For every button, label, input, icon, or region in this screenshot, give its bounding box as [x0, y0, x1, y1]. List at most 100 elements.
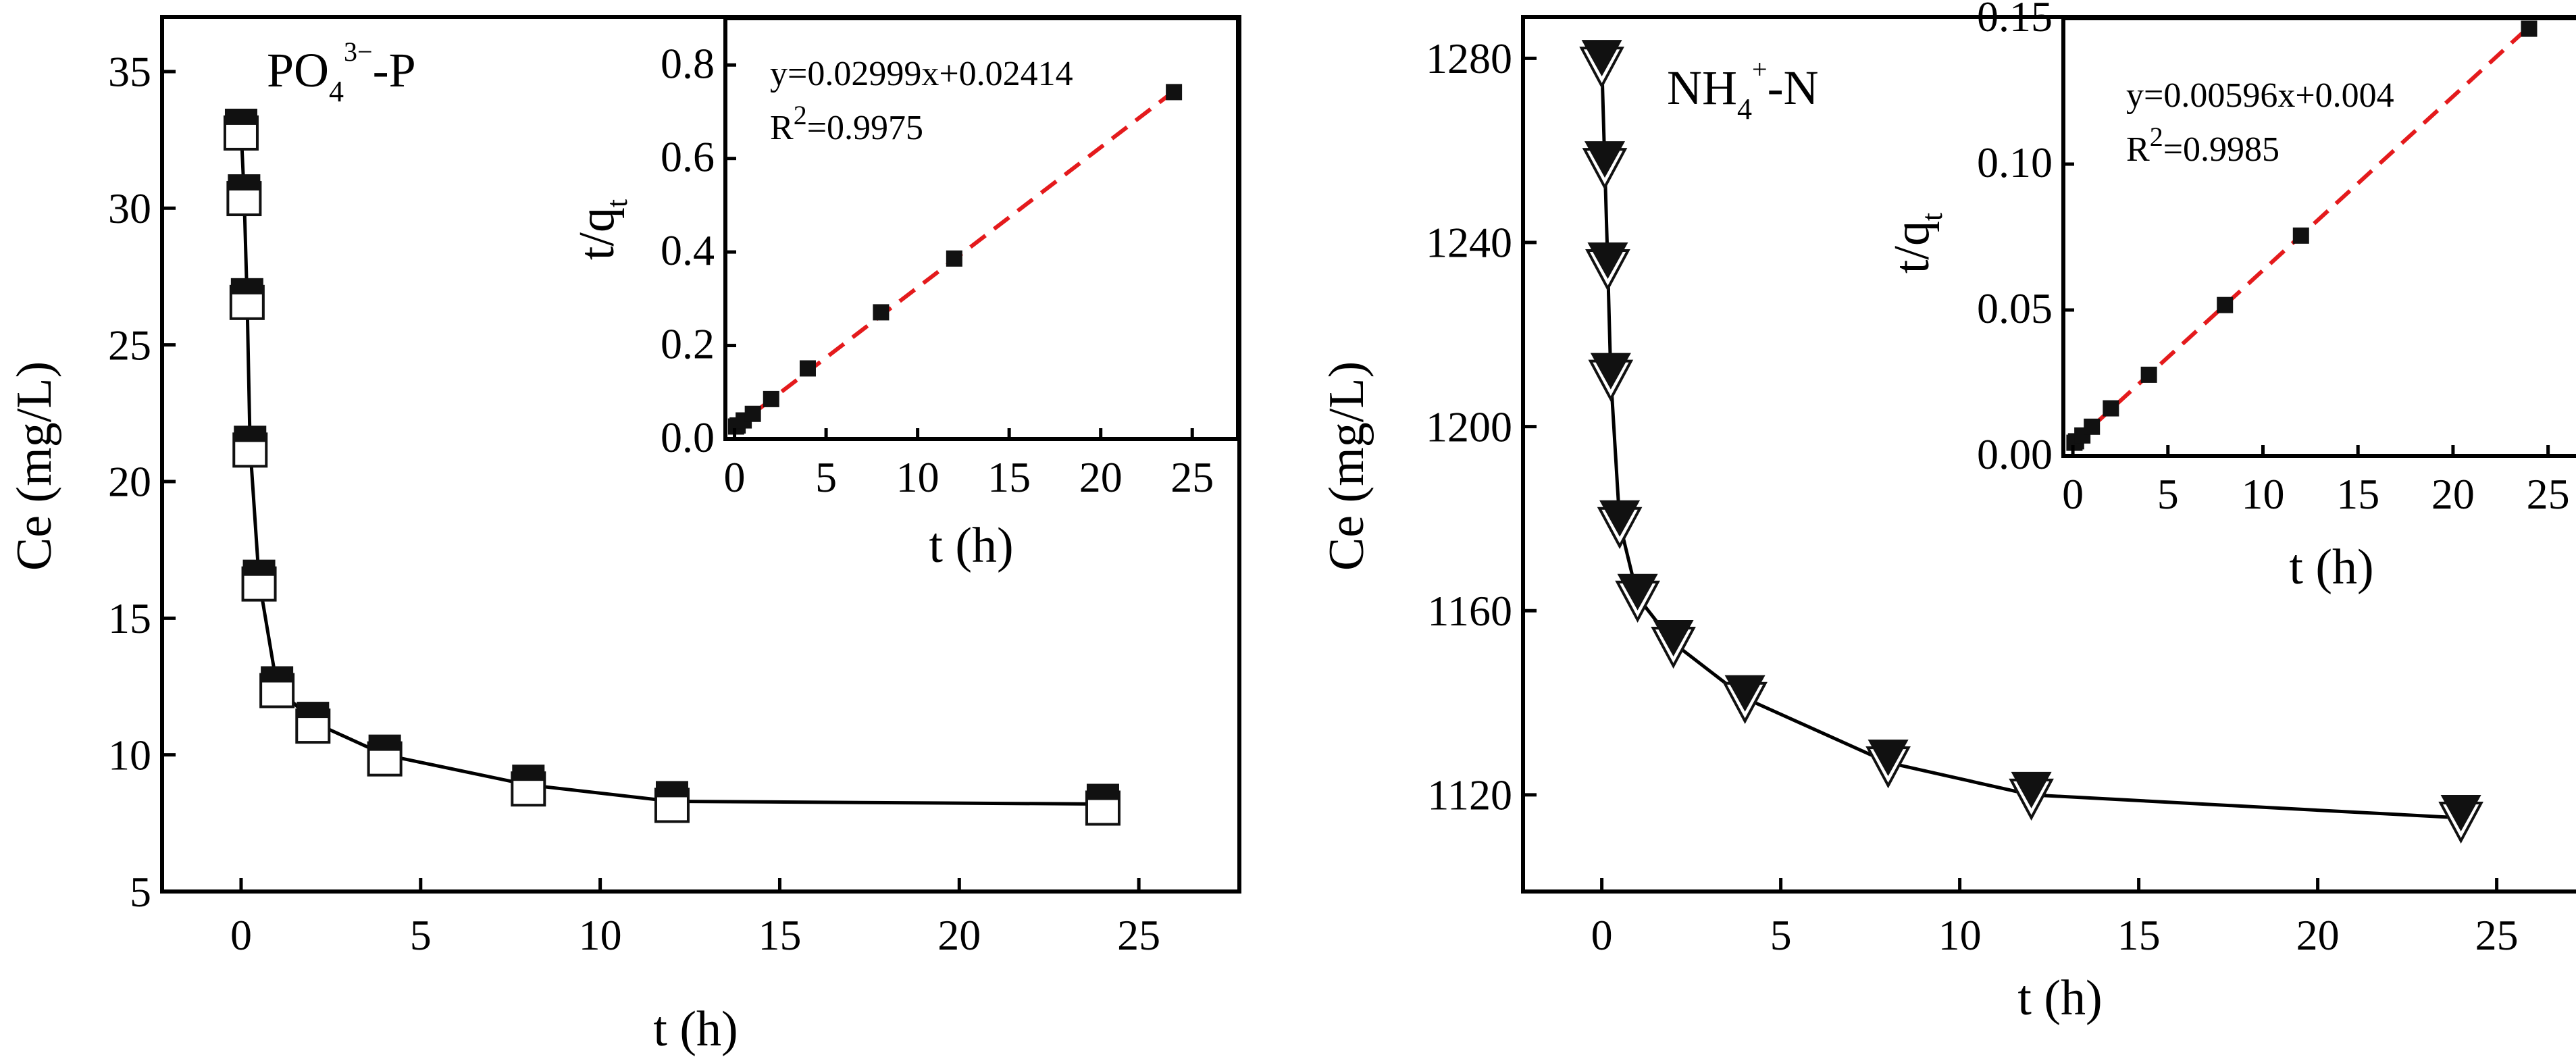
- phosphate-point-3: [232, 425, 268, 468]
- ammonium-inset-xlabel: t (h): [2289, 540, 2373, 595]
- ammonium-point-10: [2438, 794, 2483, 844]
- phosphate-inset-ytick-label-1: 0.2: [661, 320, 715, 368]
- phosphate-inset-point-6: [873, 304, 890, 321]
- phosphate-inset-ytick-label-4: 0.8: [661, 39, 715, 87]
- ammonium-point-4: [1597, 500, 1643, 549]
- ammonium-main-xlabel: t (h): [2017, 971, 2102, 1026]
- ammonium-main-ytick-label-2: 1200: [1426, 403, 1512, 450]
- ammonium-inset-panel: 0 5 10 15 20 25 0.00 0.05 0.10 0.15 y=0.00596x+0.…: [1884, 0, 2576, 595]
- phosphate-main-panel: 0 5 10 15 20 25 5 10 15 20 25 30 35 PO43−-P t (h) Ce…: [7, 15, 1241, 1057]
- phosphate-inset-point-3: [744, 405, 761, 422]
- ammonium-point-2: [1585, 242, 1630, 292]
- ammonium-main-xtick-label-1: 5: [1770, 911, 1792, 959]
- ammonium-main-ytick-label-0: 1120: [1427, 771, 1512, 819]
- ammonium-inset-point-5: [2140, 366, 2157, 383]
- phosphate-inset-ytick-label-2: 0.4: [661, 226, 715, 274]
- phosphate-point-1: [226, 174, 262, 217]
- phosphate-inset-frame: [723, 16, 1240, 441]
- phosphate-inset-xtick-label-4: 20: [1079, 453, 1123, 501]
- phosphate-point-9: [654, 781, 690, 823]
- phosphate-inset-point-8: [1166, 84, 1183, 101]
- phosphate-main-ytick-label-1: 10: [108, 731, 151, 779]
- ammonium-inset-ticks: 0 5 10 15 20 25 0.00 0.05 0.10 0.15: [1977, 0, 2570, 518]
- ammonium-inset-ytick-label-1: 0.05: [1977, 284, 2053, 332]
- ammonium-inset-background: [2063, 18, 2576, 456]
- phosphate-main-xtick-label-2: 10: [579, 911, 622, 959]
- ammonium-main-xtick-label-0: 0: [1591, 911, 1613, 959]
- ammonium-main-xtick-label-3: 15: [2117, 911, 2161, 959]
- phosphate-title: PO43−-P: [267, 36, 416, 108]
- ammonium-point-9: [2009, 771, 2054, 821]
- ammonium-point-7: [1722, 675, 1768, 724]
- ammonium-inset-ytick-label-3: 0.15: [1977, 0, 2053, 41]
- phosphate-inset-xtick-label-1: 5: [815, 453, 837, 501]
- phosphate-inset-marks: [727, 84, 1183, 435]
- phosphate-main-ytick-label-2: 15: [108, 594, 151, 642]
- phosphate-inset-xtick-label-0: 0: [724, 453, 746, 501]
- phosphate-inset-xtick-label-5: 25: [1170, 453, 1214, 501]
- phosphate-point-10: [1085, 783, 1120, 826]
- ammonium-inset-point-4: [2103, 400, 2119, 417]
- ammonium-point-8: [1865, 740, 1911, 789]
- ammonium-main-ytick-label-4: 1280: [1426, 34, 1512, 82]
- phosphate-point-0: [223, 108, 259, 151]
- phosphate-main-xtick-label-5: 25: [1117, 911, 1160, 959]
- ammonium-main-xtick-label-4: 20: [2296, 911, 2340, 959]
- phosphate-main-xtick-label-3: 15: [758, 911, 801, 959]
- ammonium-point-6: [1651, 619, 1696, 669]
- phosphate-point-6: [295, 702, 331, 744]
- ammonium-inset-ylabel: t/qt: [1884, 213, 1949, 274]
- ammonium-point-1: [1582, 141, 1628, 190]
- ammonium-inset-xtick-label-3: 15: [2336, 470, 2379, 518]
- ammonium-inset-point-3: [2084, 418, 2101, 435]
- phosphate-point-2: [229, 278, 265, 320]
- phosphate-main-xtick-label-4: 20: [937, 911, 981, 959]
- ammonium-inset-xtick-label-0: 0: [2062, 470, 2084, 518]
- phosphate-main-ytick-label-3: 20: [108, 458, 151, 506]
- phosphate-inset-ylabel: t/qt: [569, 199, 634, 260]
- ammonium-main-frame: [1521, 15, 2576, 894]
- phosphate-main-xtick-label-0: 0: [230, 911, 252, 959]
- phosphate-inset-ytick-label-3: 0.6: [661, 133, 715, 181]
- ammonium-inset-ytick-label-0: 0.00: [1977, 430, 2053, 478]
- phosphate-inset-point-4: [763, 390, 779, 407]
- ammonium-main-ytick-label-3: 1240: [1426, 219, 1512, 267]
- phosphate-inset-xtick-label-2: 10: [896, 453, 939, 501]
- phosphate-main-ytick-label-5: 30: [108, 184, 151, 232]
- ammonium-main-panel: 0 5 10 15 20 25 1120 1160 1200 1240 1280 NH4+-N t …: [1319, 15, 2576, 1026]
- ammonium-inset-xtick-label-2: 10: [2242, 470, 2285, 518]
- phosphate-inset-point-5: [799, 360, 816, 377]
- phosphate-main-xtick-label-1: 5: [410, 911, 432, 959]
- phosphate-inset-point-7: [946, 250, 962, 267]
- phosphate-main-ytick-label-0: 5: [130, 868, 151, 916]
- phosphate-main-ytick-label-4: 25: [108, 321, 151, 369]
- phosphate-main-ytick-label-6: 35: [108, 48, 151, 96]
- ammonium-main-ytick-label-1: 1160: [1427, 587, 1512, 635]
- phosphate-inset-equation: y=0.02999x+0.02414: [770, 55, 1073, 93]
- phosphate-main-frame: [160, 15, 1241, 894]
- ammonium-title: NH4+-N: [1667, 54, 1819, 126]
- ammonium-point-5: [1615, 573, 1660, 623]
- phosphate-point-5: [259, 666, 295, 708]
- ammonium-main-xtick-label-2: 10: [1938, 911, 1982, 959]
- ammonium-point-3: [1588, 353, 1634, 402]
- ammonium-inset-equation: y=0.00596x+0.004: [2126, 76, 2394, 115]
- phosphate-inset-ytick-label-0: 0.0: [661, 413, 715, 461]
- phosphate-main-marks: [223, 108, 1120, 826]
- phosphate-point-7: [367, 734, 403, 777]
- phosphate-inset-xtick-label-3: 15: [987, 453, 1031, 501]
- phosphate-main-xlabel: t (h): [653, 1002, 738, 1057]
- phosphate-main-ylabel: Ce (mg/L): [7, 361, 62, 571]
- phosphate-main-ticks: 0 5 10 15 20 25 5 10 15 20 25 30 35: [108, 48, 1160, 959]
- phosphate-inset-xlabel: t (h): [929, 518, 1013, 573]
- ammonium-inset-r2: R2=0.9985: [2126, 122, 2279, 169]
- phosphate-point-8: [511, 765, 546, 807]
- ammonium-point-0: [1579, 40, 1624, 89]
- ammonium-main-marks: [1579, 40, 2483, 844]
- ammonium-inset-xtick-label-5: 25: [2527, 470, 2570, 518]
- ammonium-inset-xtick-label-4: 20: [2431, 470, 2475, 518]
- phosphate-inset-panel: 0 5 10 15 20 25 0.0 0.2 0.4 0.6 0.8 y=0.02999x+0.0…: [569, 16, 1240, 573]
- phosphate-inset-r2: R2=0.9975: [770, 100, 923, 147]
- phosphate-inset-ticks: 0 5 10 15 20 25 0.0 0.2 0.4 0.6 0.8: [661, 39, 1214, 501]
